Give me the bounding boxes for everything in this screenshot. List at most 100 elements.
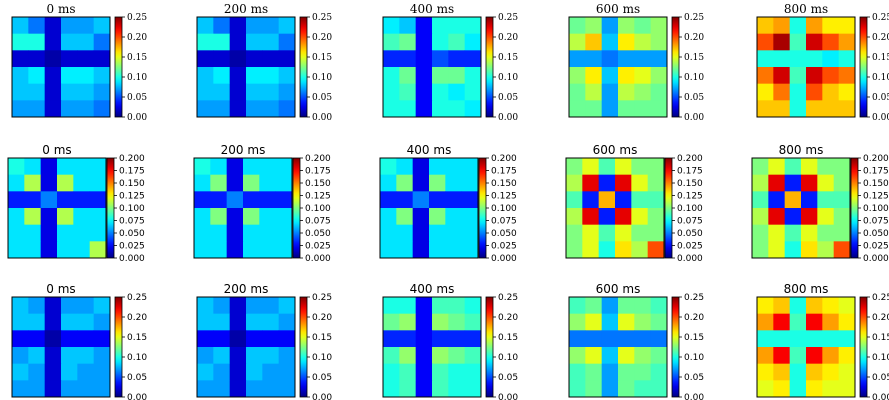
heatmap-cell	[197, 297, 214, 315]
colorbar-tick-label: 0.150	[863, 179, 889, 189]
heatmap-cell	[618, 363, 635, 381]
heatmap-cell	[801, 158, 818, 176]
heatmap-cell	[757, 50, 774, 68]
heatmap-cell	[566, 158, 583, 176]
colorbar	[292, 157, 301, 259]
heatmap-cell	[822, 297, 840, 315]
heatmap-cell	[784, 191, 802, 209]
heatmap-cell	[634, 33, 652, 51]
colorbar-tick-label: 0.125	[863, 192, 889, 202]
heatmap-cell	[44, 83, 62, 101]
colorbar-tick-label: 0.100	[305, 204, 331, 214]
heatmap-cell	[44, 347, 62, 365]
heatmap-cell	[213, 313, 231, 331]
heatmap-cell	[262, 17, 280, 35]
heatmap-cell	[229, 50, 247, 68]
colorbar-tick-label: 0.025	[863, 242, 889, 252]
heatmap-cell	[259, 191, 277, 209]
heatmap-cell	[412, 224, 430, 242]
colorbar-tick-label: 0.20	[312, 33, 332, 43]
heatmap-cell	[213, 17, 231, 35]
heatmap-cell	[432, 330, 449, 348]
heatmap-cell	[12, 17, 29, 35]
colorbar-tick-label: 0.00	[872, 113, 889, 123]
heatmap-cell	[246, 100, 263, 118]
colorbar-tick-label: 0.20	[684, 33, 704, 43]
heatmap-cell	[246, 17, 263, 35]
heatmap-cell	[822, 17, 840, 35]
heatmap-cell	[89, 191, 107, 209]
heatmap-cell	[275, 191, 293, 209]
heatmap-cell	[229, 380, 247, 398]
heatmap-cell	[77, 330, 95, 348]
heatmap-cell	[806, 33, 823, 51]
heatmap-cell	[262, 297, 280, 315]
heatmap-cell	[61, 363, 78, 381]
heatmap-cell	[12, 330, 29, 348]
heatmap-cell	[650, 67, 668, 85]
heatmap-cell	[89, 208, 107, 226]
heatmap-cell	[566, 191, 583, 209]
heatmap-cell	[197, 83, 214, 101]
heatmap-cell	[226, 208, 244, 226]
panel-title: 400 ms	[407, 143, 452, 157]
heatmap-cell	[93, 347, 111, 365]
heatmap-cell	[429, 241, 446, 259]
colorbar	[485, 296, 494, 398]
heatmap-cell	[817, 208, 835, 226]
colorbar-tick-label: 0.25	[312, 293, 332, 303]
colorbar-tick-label: 0.150	[305, 179, 331, 189]
heatmap-panel: 200 ms 0.000 0.025 0.050 0.075 0.100 0.125 0.15…	[193, 143, 331, 264]
heatmap-cell	[399, 33, 417, 51]
heatmap-cell	[822, 50, 840, 68]
colorbar-tick-label: 0.10	[872, 353, 889, 363]
heatmap-cell	[618, 33, 635, 51]
heatmap-cell	[618, 313, 635, 331]
heatmap-frame	[7, 157, 107, 259]
heatmap-cell	[634, 100, 652, 118]
panel-title: 600 ms	[596, 282, 641, 296]
heatmap-cell	[246, 67, 263, 85]
heatmap-panel: 200 ms 0.00 0.05 0.10 0.15 0.20 0.25	[196, 2, 332, 123]
heatmap-cell	[601, 50, 619, 68]
heatmap-cell	[773, 100, 791, 118]
heatmap-cell	[77, 363, 95, 381]
colorbar-tick-label: 0.20	[127, 313, 147, 323]
heatmap-cell	[789, 313, 807, 331]
heatmap-cell	[768, 174, 786, 192]
heatmap-cell	[647, 158, 665, 176]
heatmap-cell	[275, 208, 293, 226]
heatmap-cell	[768, 241, 786, 259]
heatmap-cell	[278, 50, 296, 68]
panel-title: 400 ms	[410, 282, 455, 296]
heatmap-cell	[773, 33, 791, 51]
heatmap-cell	[569, 347, 586, 365]
heatmap-cell	[768, 191, 786, 209]
heatmap-cell	[773, 313, 791, 331]
heatmap-frame	[751, 157, 851, 259]
heatmap-cell	[838, 380, 856, 398]
heatmap-cell	[461, 241, 479, 259]
heatmap-cell	[432, 67, 449, 85]
colorbar-tick-label: 0.10	[127, 73, 147, 83]
heatmap-cell	[598, 208, 616, 226]
colorbar-tick-label: 0.05	[684, 93, 704, 103]
heatmap-cell	[28, 330, 46, 348]
heatmap-cell	[210, 224, 228, 242]
colorbar-tick-label: 0.025	[677, 242, 703, 252]
colorbar-tick-label: 0.025	[305, 242, 331, 252]
heatmap-cell	[585, 297, 603, 315]
heatmap-cell	[773, 50, 791, 68]
heatmap-cell	[752, 208, 769, 226]
colorbar-tick-label: 0.000	[863, 254, 889, 264]
heatmap-cell	[243, 208, 260, 226]
colorbar-tick-label: 0.00	[498, 393, 518, 400]
colorbar	[859, 16, 868, 118]
heatmap-cell	[383, 363, 400, 381]
heatmap-cell	[213, 67, 231, 85]
heatmap-cell	[194, 158, 211, 176]
heatmap-cell	[773, 67, 791, 85]
heatmap-cell	[838, 50, 856, 68]
heatmap-cell	[40, 174, 58, 192]
colorbar-tick-label: 0.15	[127, 333, 147, 343]
